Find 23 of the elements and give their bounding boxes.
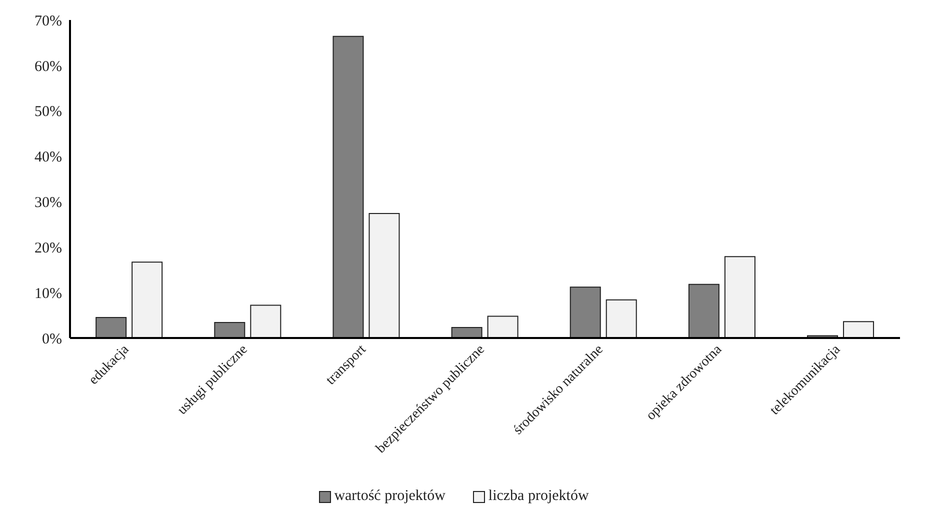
y-tick-label: 70% — [34, 13, 62, 30]
bar — [96, 317, 127, 338]
legend-label: liczba projektów — [488, 488, 589, 505]
bar — [332, 36, 364, 338]
bar — [843, 321, 874, 338]
bar — [250, 304, 282, 338]
bar — [487, 316, 518, 338]
bar — [724, 256, 756, 338]
y-tick-label: 50% — [34, 104, 62, 120]
y-tick-label: 60% — [34, 58, 62, 75]
y-tick-label: 40% — [34, 150, 62, 166]
y-tick-label: 0% — [42, 331, 62, 348]
y-tick-label: 10% — [34, 286, 62, 302]
y-tick-label: 30% — [34, 195, 62, 212]
bar — [132, 262, 163, 338]
bar — [606, 299, 637, 338]
bar — [214, 322, 246, 338]
bar — [688, 284, 720, 338]
legend-label: wartość projektów — [334, 488, 446, 505]
bar — [451, 327, 482, 338]
bar — [570, 286, 601, 338]
y-tick-label: 20% — [34, 240, 62, 256]
bar — [368, 213, 400, 338]
